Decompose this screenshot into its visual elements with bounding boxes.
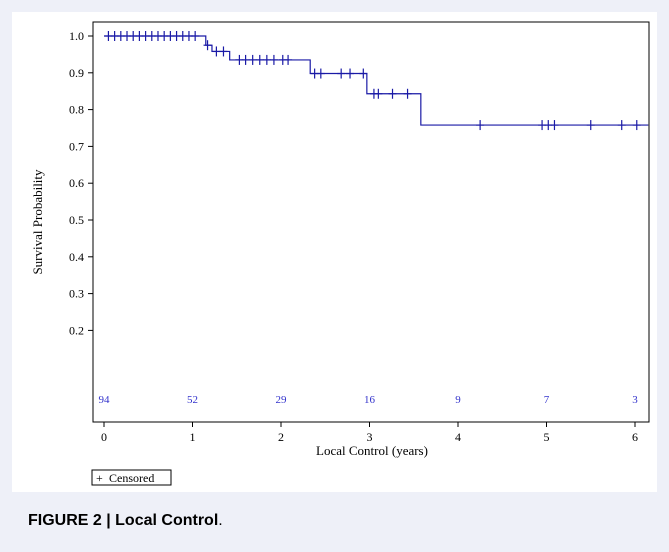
x-tick-label: 2 xyxy=(278,430,284,444)
censor-mark xyxy=(617,120,626,131)
censor-mark xyxy=(191,31,200,41)
plot-area-border xyxy=(92,21,650,423)
figure-caption: FIGURE 2 | Local Control. xyxy=(28,512,223,530)
legend-label: Censored xyxy=(109,471,154,485)
censor-mark xyxy=(212,46,221,57)
censor-mark xyxy=(476,120,485,131)
censor-mark xyxy=(346,68,355,79)
x-tick-label: 5 xyxy=(544,430,550,444)
censor-mark xyxy=(316,68,325,79)
censor-mark xyxy=(255,54,264,65)
censor-mark xyxy=(586,120,595,131)
censor-mark xyxy=(388,88,397,99)
number-at-risk: 7 xyxy=(544,394,550,406)
y-tick-label: 0.8 xyxy=(69,103,84,117)
y-tick-label: 0.2 xyxy=(69,323,84,337)
censor-mark xyxy=(632,120,641,131)
number-at-risk: 9 xyxy=(455,394,461,406)
censor-mark xyxy=(284,54,293,65)
y-tick-label: 0.7 xyxy=(69,139,84,153)
y-tick-label: 0.4 xyxy=(69,250,84,264)
y-axis-title: Survival Probability xyxy=(30,169,45,275)
x-axis: 0 1 2 3 4 5 6 xyxy=(101,422,638,444)
y-tick-label: 0.9 xyxy=(69,66,84,80)
x-tick-label: 3 xyxy=(367,430,373,444)
x-tick-label: 1 xyxy=(190,430,196,444)
censor-mark xyxy=(374,88,383,99)
number-at-risk: 52 xyxy=(187,394,198,406)
censor-mark xyxy=(359,68,368,79)
km-chart: 0.2 0.3 0.4 0.5 0.6 0.7 0.8 0.9 1.0 0 1 2 3 4 5 6 94 52… xyxy=(30,21,650,486)
censor-mark xyxy=(403,88,412,99)
caption-period: . xyxy=(218,512,223,529)
censor-mark xyxy=(219,46,228,57)
number-at-risk-row: 94 52 29 16 9 7 3 xyxy=(99,394,639,406)
y-axis: 0.2 0.3 0.4 0.5 0.6 0.7 0.8 0.9 1.0 xyxy=(69,29,93,337)
censor-mark xyxy=(337,68,346,79)
censor-mark xyxy=(248,54,257,65)
number-at-risk: 16 xyxy=(364,394,376,406)
legend: + Censored xyxy=(91,469,172,486)
censor-mark xyxy=(203,40,212,51)
x-tick-label: 4 xyxy=(455,430,461,444)
x-axis-title: Local Control (years) xyxy=(316,443,428,458)
caption-title: FIGURE 2 | Local Control xyxy=(28,512,219,529)
number-at-risk: 29 xyxy=(276,394,288,406)
censor-marks xyxy=(104,31,641,131)
censor-mark xyxy=(550,120,559,131)
plot-panel: 0.2 0.3 0.4 0.5 0.6 0.7 0.8 0.9 1.0 0 1 2 3 4 5 6 94 52… xyxy=(12,12,657,492)
y-tick-label: 0.6 xyxy=(69,176,84,190)
censor-mark xyxy=(269,54,278,65)
legend-box xyxy=(91,469,172,486)
y-tick-label: 0.5 xyxy=(69,213,84,227)
legend-symbol: + xyxy=(96,471,103,485)
censor-mark xyxy=(241,54,250,65)
number-at-risk: 3 xyxy=(632,394,638,406)
y-tick-label: 1.0 xyxy=(69,29,84,43)
y-tick-label: 0.3 xyxy=(69,287,84,301)
x-tick-label: 6 xyxy=(632,430,638,444)
number-at-risk: 94 xyxy=(99,394,111,406)
x-tick-label: 0 xyxy=(101,430,107,444)
censor-mark xyxy=(262,54,271,65)
